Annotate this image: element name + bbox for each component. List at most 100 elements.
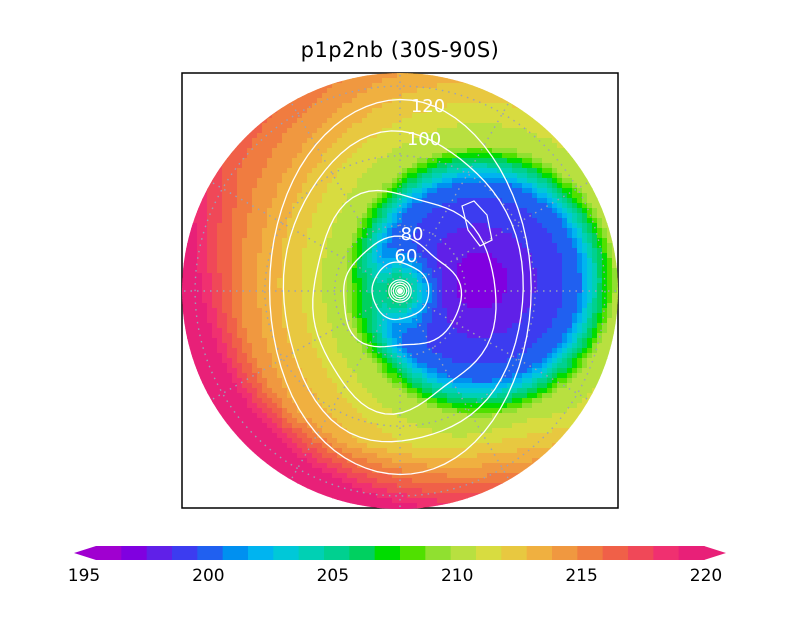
field-cell <box>452 113 458 119</box>
field-cell <box>407 343 413 349</box>
field-cell <box>227 258 233 264</box>
field-cell <box>347 308 353 314</box>
field-cell <box>427 228 433 234</box>
field-cell <box>272 343 278 349</box>
field-cell <box>387 338 393 344</box>
field-cell <box>572 268 578 274</box>
field-cell <box>572 358 578 364</box>
field-cell <box>187 353 193 359</box>
field-cell <box>432 383 438 389</box>
field-cell <box>482 263 488 269</box>
field-cell <box>437 348 443 354</box>
field-cell <box>322 363 328 369</box>
field-cell <box>352 243 358 249</box>
field-cell <box>222 243 228 249</box>
field-cell <box>262 188 268 194</box>
field-cell <box>552 243 558 249</box>
field-cell <box>587 348 593 354</box>
field-cell <box>352 373 358 379</box>
field-cell <box>312 368 318 374</box>
field-cell <box>287 163 293 169</box>
field-cell <box>417 298 423 304</box>
field-cell <box>382 278 388 284</box>
field-cell <box>512 143 518 149</box>
field-cell <box>222 193 228 199</box>
field-cell <box>392 283 398 289</box>
field-cell <box>482 303 488 309</box>
field-cell <box>452 388 458 394</box>
field-cell <box>282 353 288 359</box>
field-cell <box>547 263 553 269</box>
field-cell <box>527 323 533 329</box>
field-cell <box>552 188 558 194</box>
field-cell <box>457 193 463 199</box>
field-cell <box>212 293 218 299</box>
field-cell <box>242 173 248 179</box>
field-cell <box>247 213 253 219</box>
field-cell <box>267 203 273 209</box>
field-cell <box>217 263 223 269</box>
field-cell <box>452 103 458 109</box>
field-cell <box>312 353 318 359</box>
field-cell <box>587 203 593 209</box>
field-cell <box>332 218 338 224</box>
field-cell <box>467 113 473 119</box>
field-cell <box>572 188 578 194</box>
field-cell <box>462 103 468 109</box>
field-cell <box>477 223 483 229</box>
field-cell <box>492 233 498 239</box>
field-cell <box>237 328 243 334</box>
field-cell <box>397 213 403 219</box>
field-cell <box>237 188 243 194</box>
field-cell <box>557 163 563 169</box>
field-cell <box>422 123 428 129</box>
field-cell <box>397 218 403 224</box>
field-cell <box>592 318 598 324</box>
field-cell <box>372 253 378 259</box>
field-cell <box>477 143 483 149</box>
field-cell <box>592 273 598 279</box>
field-cell <box>202 348 208 354</box>
field-cell <box>322 233 328 239</box>
field-cell <box>382 198 388 204</box>
field-cell <box>222 268 228 274</box>
field-cell <box>562 333 568 339</box>
field-cell <box>402 238 408 244</box>
field-cell <box>292 383 298 389</box>
field-cell <box>402 248 408 254</box>
field-cell <box>412 308 418 314</box>
field-cell <box>297 303 303 309</box>
field-cell <box>547 323 553 329</box>
field-cell <box>357 313 363 319</box>
field-cell <box>222 228 228 234</box>
field-cell <box>477 283 483 289</box>
field-cell <box>612 298 618 304</box>
field-cell <box>447 113 453 119</box>
field-cell <box>267 338 273 344</box>
field-cell <box>427 238 433 244</box>
field-cell <box>197 358 203 364</box>
field-cell <box>567 293 573 299</box>
field-cell <box>452 183 458 189</box>
field-cell <box>257 378 263 384</box>
field-cell <box>337 333 343 339</box>
field-cell <box>462 348 468 354</box>
field-cell <box>197 323 203 329</box>
field-cell <box>532 223 538 229</box>
field-cell <box>287 248 293 254</box>
field-cell <box>252 373 258 379</box>
field-cell <box>447 143 453 149</box>
field-cell <box>352 358 358 364</box>
field-cell <box>302 388 308 394</box>
field-cell <box>387 363 393 369</box>
field-cell <box>547 193 553 199</box>
field-cell <box>382 288 388 294</box>
field-cell <box>407 173 413 179</box>
field-cell <box>347 168 353 174</box>
field-cell <box>327 363 333 369</box>
field-cell <box>592 293 598 299</box>
field-cell <box>562 213 568 219</box>
field-cell <box>462 338 468 344</box>
field-cell <box>517 103 523 109</box>
field-cell <box>237 283 243 289</box>
